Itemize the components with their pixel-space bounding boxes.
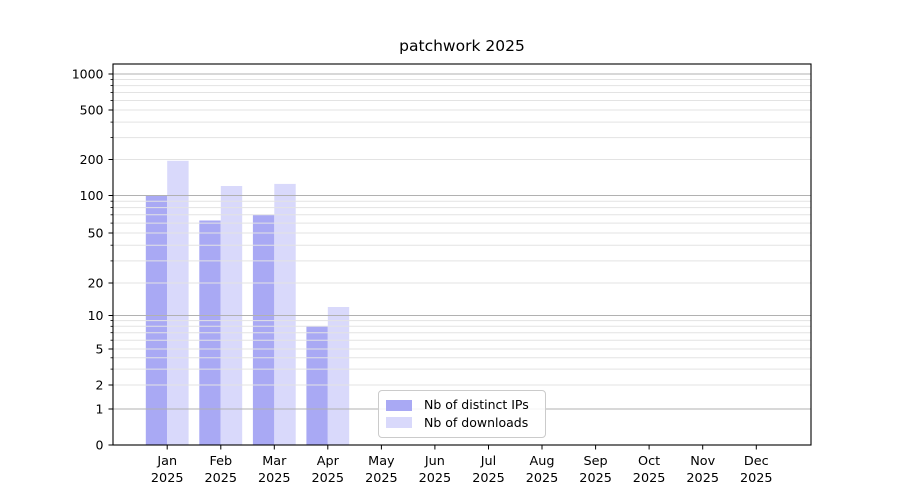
chart-title: patchwork 2025 (399, 37, 525, 55)
legend-swatch-downloads (386, 417, 412, 429)
y-tick-label: 200 (80, 152, 104, 167)
y-tick-label: 0 (96, 437, 104, 452)
x-tick-year-sep: 2025 (579, 471, 612, 486)
x-tick-label-jun: Jun (424, 454, 445, 469)
x-tick-year-nov: 2025 (686, 471, 719, 486)
x-tick-label-dec: Dec (744, 454, 769, 469)
legend-swatch-distinct-ips (386, 399, 412, 411)
x-tick-year-oct: 2025 (633, 471, 666, 486)
x-tick-label-may: May (368, 454, 395, 469)
y-tick-label: 50 (88, 225, 104, 240)
x-tick-label-aug: Aug (530, 454, 555, 469)
x-tick-year-dec: 2025 (740, 471, 773, 486)
bar-nb-of-distinct-ips-mar (252, 214, 275, 445)
x-tick-label-feb: Feb (209, 454, 232, 469)
x-tick-year-jan: 2025 (151, 471, 184, 486)
x-tick-year-jun: 2025 (419, 471, 452, 486)
bar-nb-of-distinct-ips-apr (306, 326, 328, 445)
y-tick-label: 100 (80, 188, 104, 203)
y-tick-label: 20 (88, 275, 104, 290)
x-tick-year-feb: 2025 (205, 471, 238, 486)
x-tick-label-jul: Jul (480, 454, 496, 469)
x-tick-label-nov: Nov (690, 454, 715, 469)
axes-frame (112, 63, 812, 446)
y-tick-label: 5 (96, 341, 104, 356)
x-tick-year-mar: 2025 (258, 471, 291, 486)
bar-nb-of-downloads-mar (274, 183, 296, 445)
x-tick-label-sep: Sep (584, 454, 608, 469)
legend-item-downloads: Nb of downloads (386, 414, 537, 430)
x-tick-year-aug: 2025 (526, 471, 559, 486)
legend: Nb of distinct IPs Nb of downloads (378, 390, 546, 438)
x-tick-label-jan: Jan (156, 454, 177, 469)
y-tick-label: 10 (88, 308, 104, 323)
x-tick-label-apr: Apr (317, 454, 340, 469)
legend-item-distinct-ips: Nb of distinct IPs (386, 397, 537, 412)
x-tick-label-oct: Oct (638, 454, 660, 469)
legend-label-downloads: Nb of downloads (424, 414, 529, 430)
bar-nb-of-downloads-jan (167, 160, 189, 446)
y-tick-label: 2 (96, 377, 104, 392)
y-tick-label: 1000 (72, 66, 104, 81)
x-tick-label-mar: Mar (262, 454, 287, 469)
x-tick-year-jul: 2025 (472, 471, 505, 486)
y-tick-label: 500 (80, 102, 104, 117)
y-tick-label: 1 (96, 401, 104, 416)
bar-nb-of-downloads-apr (327, 307, 350, 445)
x-tick-year-apr: 2025 (312, 471, 345, 486)
x-tick-year-may: 2025 (365, 471, 398, 486)
legend-label-distinct-ips: Nb of distinct IPs (424, 397, 529, 412)
